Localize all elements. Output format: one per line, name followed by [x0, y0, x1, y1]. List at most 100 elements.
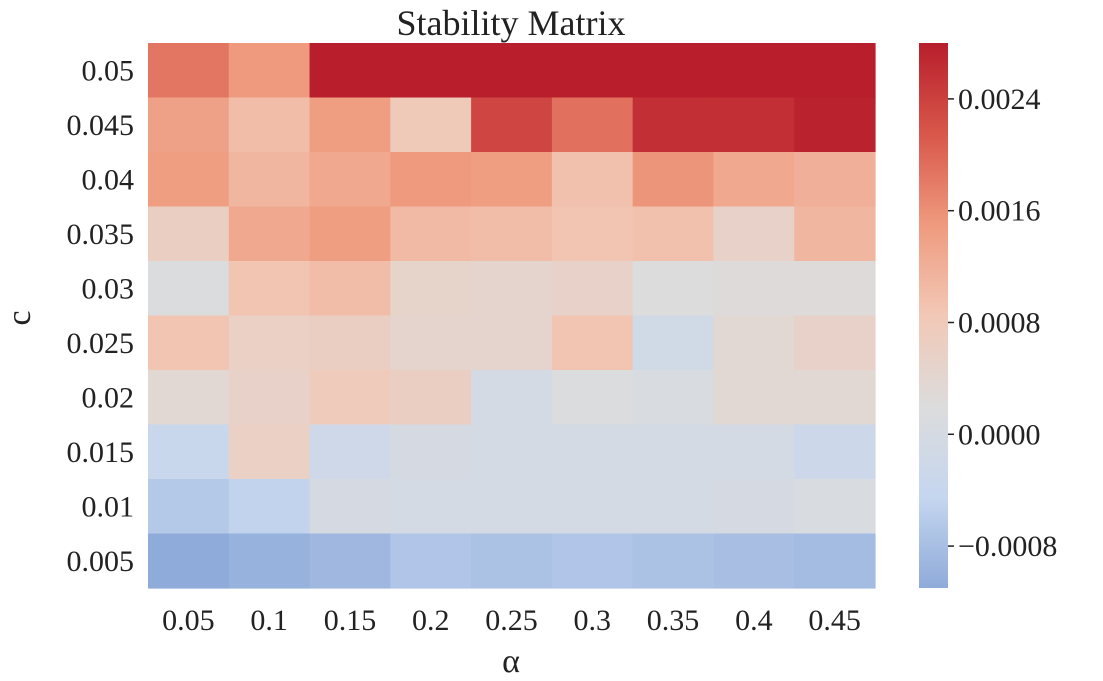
- y-tick-label: 0.045: [67, 109, 135, 142]
- x-axis-label: α: [502, 643, 520, 680]
- heatmap-cell: [551, 315, 634, 371]
- heatmap-cell: [309, 424, 391, 480]
- heatmap-cell: [713, 152, 795, 208]
- heatmap-cell: [794, 479, 876, 535]
- heatmap-cell: [794, 152, 876, 208]
- heatmap-cell: [713, 206, 795, 262]
- heatmap-cell: [551, 533, 634, 589]
- heatmap-cell: [713, 97, 795, 153]
- heatmap-cell: [309, 152, 391, 208]
- heatmap-cell: [551, 97, 634, 153]
- heatmap-cell: [551, 152, 634, 208]
- heatmap-cell: [632, 43, 715, 99]
- y-tick-label: 0.035: [67, 218, 135, 251]
- heatmap-cell: [471, 370, 553, 426]
- heatmap-cell: [228, 370, 311, 426]
- colorbar-tick-label: 0.0000: [958, 418, 1041, 451]
- y-axis-label: c: [1, 310, 38, 325]
- heatmap-cell: [148, 261, 230, 317]
- heatmap-cell: [228, 43, 311, 99]
- heatmap-cell: [390, 479, 472, 535]
- heatmap-cell: [228, 533, 311, 589]
- heatmap-cell: [309, 97, 391, 153]
- y-tick-label: 0.05: [82, 54, 135, 87]
- heatmap-cell: [390, 315, 472, 371]
- heatmap-cell: [471, 479, 553, 535]
- heatmap-cell: [390, 97, 472, 153]
- y-tick-label: 0.005: [67, 545, 135, 578]
- heatmap-cell: [309, 533, 391, 589]
- heatmap-cell: [309, 43, 391, 99]
- heatmap-cell: [471, 424, 553, 480]
- heatmap-cell: [390, 533, 472, 589]
- heatmap-cell: [471, 97, 553, 153]
- heatmap-cell: [794, 206, 876, 262]
- heatmap-cell: [632, 315, 715, 371]
- x-tick-label: 0.1: [250, 604, 288, 637]
- x-tick-label: 0.15: [324, 604, 377, 637]
- colorbar-tick-label: −0.0008: [958, 530, 1057, 563]
- x-tick-label: 0.45: [808, 604, 861, 637]
- heatmap-cell: [228, 315, 311, 371]
- heatmap-cell: [632, 97, 715, 153]
- y-tick-label: 0.02: [82, 381, 135, 414]
- heatmap-cell: [794, 424, 876, 480]
- heatmap-cell: [148, 43, 230, 99]
- heatmap-cell: [551, 261, 634, 317]
- y-tick-label: 0.015: [67, 436, 135, 469]
- x-tick-label: 0.25: [485, 604, 538, 637]
- heatmap-cell: [148, 206, 230, 262]
- heatmap-cell: [713, 315, 795, 371]
- heatmap-cell: [794, 97, 876, 153]
- heatmap-cell: [794, 370, 876, 426]
- colorbar: [919, 43, 948, 588]
- heatmap-cell: [471, 206, 553, 262]
- colorbar-tick-label: 0.0016: [958, 195, 1041, 228]
- heatmap-cell: [551, 424, 634, 480]
- y-tick-labels: 0.05 0.045 0.04 0.035 0.03 0.025 0.02 0.015 0.01…: [67, 54, 135, 578]
- heatmap-cell: [309, 479, 391, 535]
- heatmap-cell: [148, 152, 230, 208]
- heatmap-cell: [551, 479, 634, 535]
- heatmap-cell: [471, 315, 553, 371]
- heatmap-cell: [713, 479, 795, 535]
- chart-title: Stability Matrix: [397, 3, 626, 43]
- x-tick-label: 0.4: [735, 604, 773, 637]
- heatmap-cell: [632, 370, 715, 426]
- heatmap-cell: [228, 424, 311, 480]
- heatmap-cell: [713, 370, 795, 426]
- heatmap-cell: [148, 315, 230, 371]
- heatmap-cell: [390, 424, 472, 480]
- heatmap-cell: [148, 479, 230, 535]
- heatmap-cell: [148, 424, 230, 480]
- heatmap-cell: [471, 152, 553, 208]
- heatmap-cell: [632, 152, 715, 208]
- heatmap-cell: [471, 533, 553, 589]
- heatmap-cell: [794, 315, 876, 371]
- colorbar-tick-label: 0.0008: [958, 306, 1041, 339]
- colorbar-tick-labels: −0.0008 0.0000 0.0008 0.0016 0.0024: [948, 83, 1057, 563]
- heatmap-cell: [632, 206, 715, 262]
- heatmap-cell: [794, 533, 876, 589]
- heatmap-cell: [228, 152, 311, 208]
- y-tick-label: 0.01: [82, 490, 135, 523]
- heatmap-cell: [713, 43, 795, 99]
- heatmap-cell: [551, 206, 634, 262]
- x-tick-label: 0.3: [574, 604, 612, 637]
- heatmap-cell: [632, 533, 715, 589]
- x-tick-label: 0.05: [162, 604, 215, 637]
- heatmap-cell: [551, 43, 634, 99]
- heatmap-cell: [794, 261, 876, 317]
- heatmap-cell: [632, 424, 715, 480]
- heatmap-cell: [309, 206, 391, 262]
- heatmap-cell: [309, 370, 391, 426]
- heatmap-cell: [148, 97, 230, 153]
- heatmap-cell: [228, 261, 311, 317]
- heatmap-cell: [632, 261, 715, 317]
- heatmap-cell: [390, 261, 472, 317]
- heatmap-cell: [228, 479, 311, 535]
- colorbar-tick-label: 0.0024: [958, 83, 1041, 116]
- x-tick-label: 0.35: [647, 604, 700, 637]
- x-tick-labels: 0.05 0.1 0.15 0.2 0.25 0.3 0.35 0.4 0.45: [162, 604, 861, 637]
- heatmap-cell: [390, 152, 472, 208]
